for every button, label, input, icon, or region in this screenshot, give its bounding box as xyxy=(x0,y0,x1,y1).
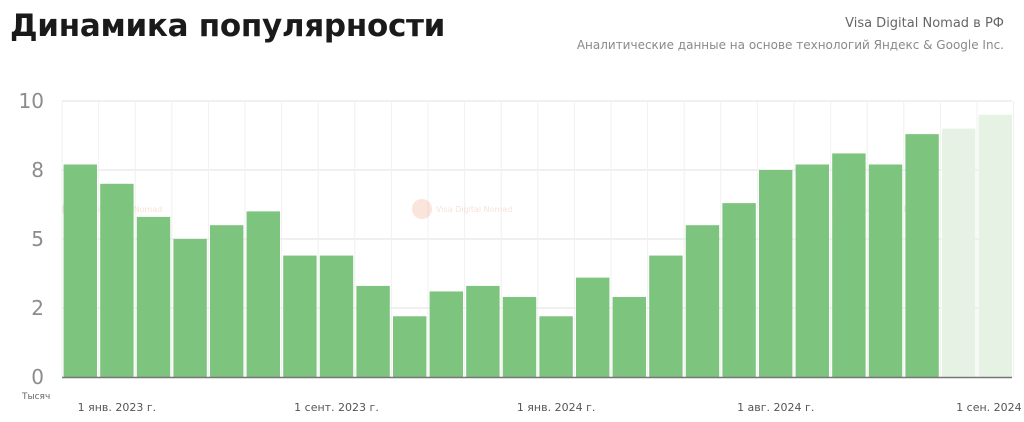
bar xyxy=(502,296,537,377)
bar xyxy=(173,239,207,377)
forecast-bar xyxy=(978,114,1012,378)
x-tick-label: 1 сент. 2023 г. xyxy=(294,401,379,414)
bar-layer xyxy=(63,114,1012,378)
bar xyxy=(795,164,829,377)
bar xyxy=(356,285,390,377)
bar xyxy=(576,277,610,377)
y-unit-label: Тысяч xyxy=(21,392,50,402)
bar xyxy=(246,211,280,377)
bar xyxy=(685,225,720,377)
bar xyxy=(759,170,793,377)
grid-layer xyxy=(61,100,1015,377)
bar xyxy=(283,255,317,377)
x-tick-label: 1 янв. 2023 г. xyxy=(78,401,157,414)
bar xyxy=(868,164,903,377)
x-tick-label: 1 янв. 2024 г. xyxy=(517,401,596,414)
forecast-bar xyxy=(942,128,976,377)
bar xyxy=(832,153,866,377)
bar xyxy=(210,225,244,377)
bar xyxy=(319,255,354,377)
bar xyxy=(649,255,683,377)
y-tick-label: 5 xyxy=(31,227,44,251)
bar xyxy=(905,134,939,377)
x-tick-label: 1 сен. 2024 г. xyxy=(956,401,1024,414)
y-tick-label: 10 xyxy=(19,89,44,113)
y-tick-label: 0 xyxy=(31,365,44,389)
bar xyxy=(63,164,97,377)
y-tick-label: 2 xyxy=(31,296,44,320)
watermark: Visa Digital Nomad xyxy=(412,199,512,219)
bar xyxy=(722,203,756,377)
watermark-logo-icon xyxy=(412,199,432,219)
source-note: Аналитические данные на основе технологи… xyxy=(576,38,1004,52)
bar xyxy=(393,316,427,377)
page-title: Динамика популярности xyxy=(10,8,446,44)
bar xyxy=(612,296,646,377)
bar xyxy=(136,216,171,377)
bar xyxy=(466,285,500,377)
watermark-text: Visa Digital Nomad xyxy=(436,205,512,214)
bar xyxy=(100,183,134,377)
bar xyxy=(429,291,463,377)
bar xyxy=(539,316,573,377)
y-tick-label: 8 xyxy=(31,158,44,182)
x-tick-layer: 1 янв. 2023 г. 1 сент. 2023 г. 1 янв. 2024… xyxy=(78,401,1024,414)
y-tick-layer: 0 2 5 8 10 xyxy=(19,89,44,389)
x-tick-label: 1 авг. 2024 г. xyxy=(737,401,814,414)
brand-label: Visa Digital Nomad в РФ xyxy=(845,16,1004,31)
